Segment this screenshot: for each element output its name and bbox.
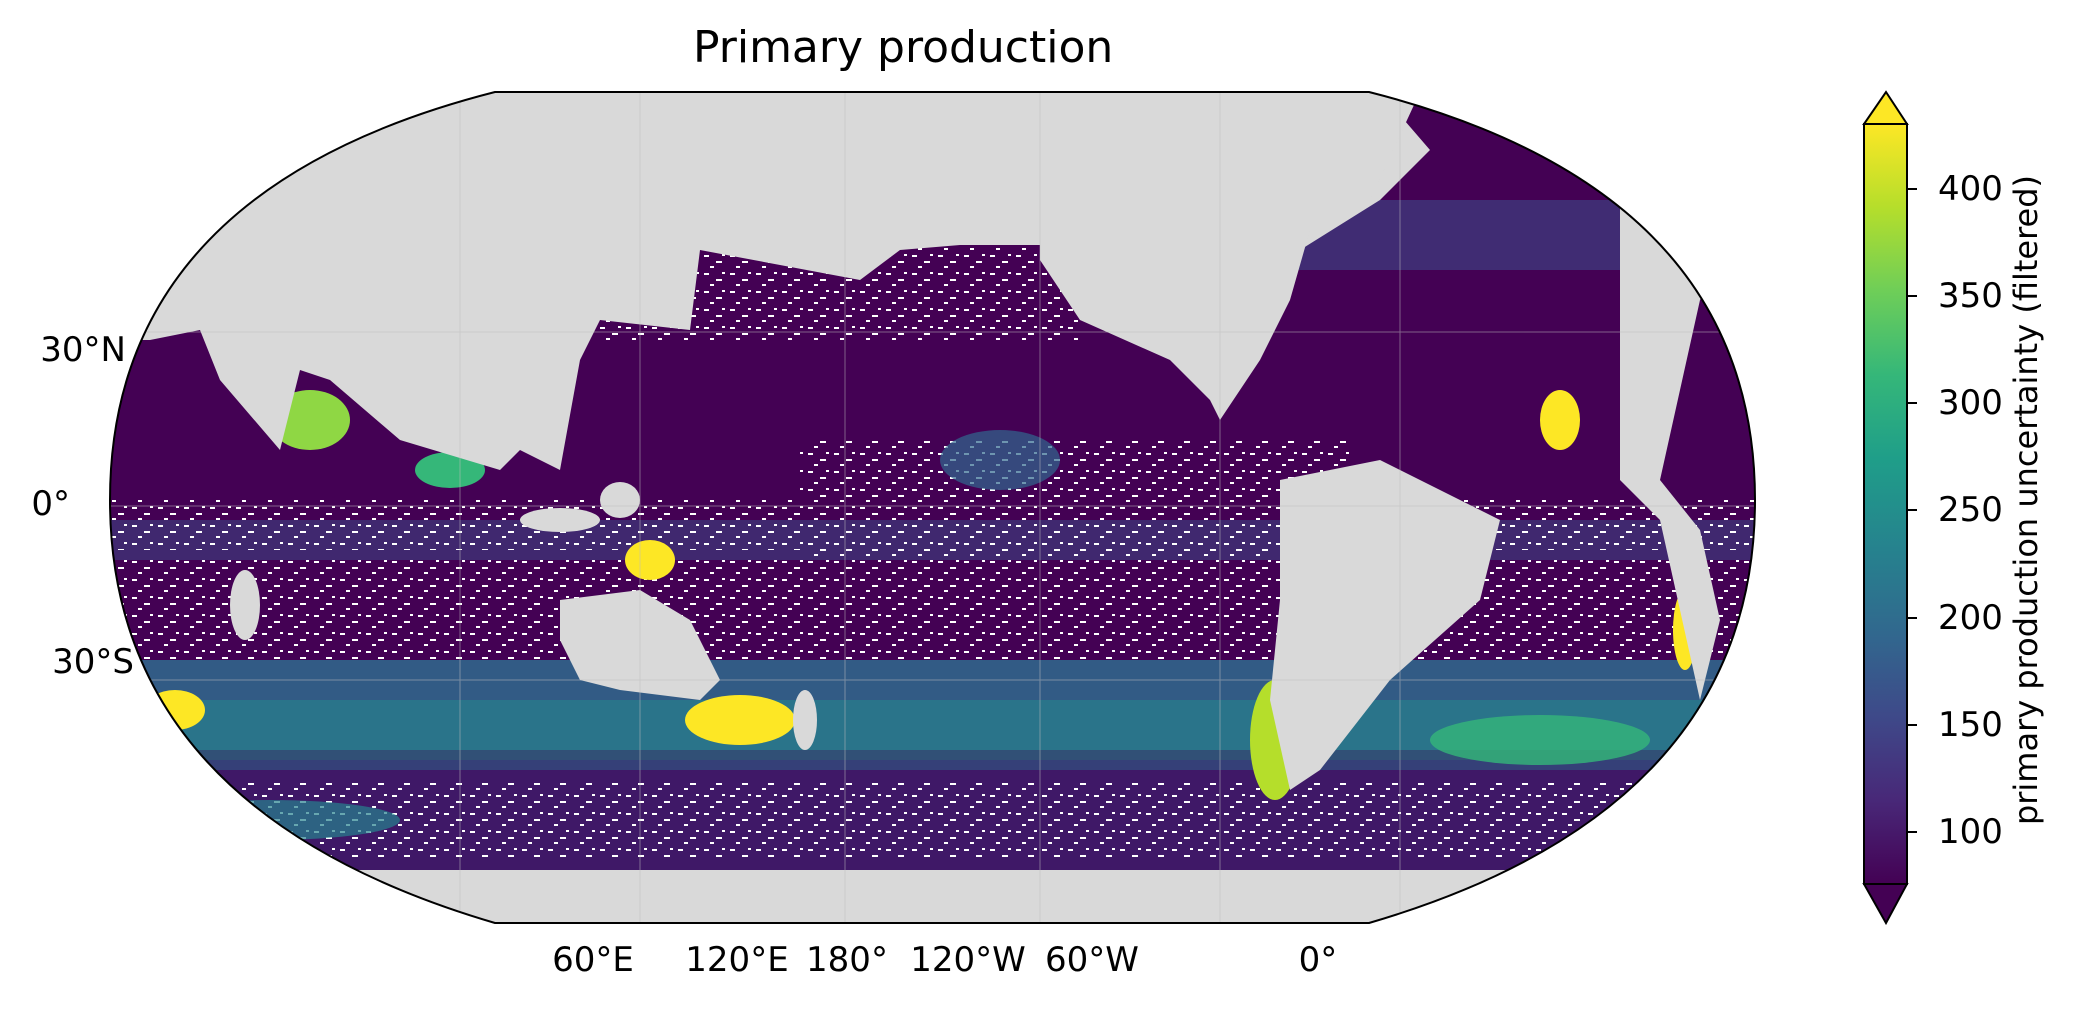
colorbar-tick-100: 100 <box>1938 812 2003 852</box>
lon-label-0: 0° <box>1298 940 1338 980</box>
colorbar-label: primary production uncertainty (filtered… <box>2007 174 2045 826</box>
colorbar-tick-300: 300 <box>1938 383 2003 423</box>
antarctica <box>110 870 1755 923</box>
globe-outline <box>108 91 1757 924</box>
colorbar <box>1862 90 1917 926</box>
colorbar-tick-350: 350 <box>1938 276 2003 316</box>
map-globe <box>110 92 1755 923</box>
lon-label-180: 180° <box>806 940 888 980</box>
madagascar <box>230 570 260 640</box>
lat-label-0: 0° <box>31 484 70 524</box>
graticule <box>110 92 1755 923</box>
colorbar-extend-top <box>1862 90 1909 125</box>
lat-label-30s: 30°S <box>52 642 134 682</box>
lon-label-60w: 60°W <box>1045 940 1139 980</box>
colorbar-tick-250: 250 <box>1938 490 2003 530</box>
new-zealand <box>793 690 817 750</box>
lon-label-120e: 120°E <box>685 940 789 980</box>
south-america <box>1270 460 1500 790</box>
lon-label-120w: 120°W <box>910 940 1026 980</box>
colorbar-gradient <box>1863 123 1908 885</box>
colorbar-tick-200: 200 <box>1938 598 2003 638</box>
chart-title: Primary production <box>693 22 1114 73</box>
lon-label-60e: 60°E <box>552 940 634 980</box>
colorbar-tick-150: 150 <box>1938 705 2003 745</box>
lat-label-30n: 30°N <box>40 330 126 370</box>
north-america <box>1040 92 1420 420</box>
colorbar-extend-bottom <box>1862 883 1909 926</box>
borneo <box>600 482 640 518</box>
colorbar-tick-400: 400 <box>1938 169 2003 209</box>
indonesia <box>520 508 600 532</box>
